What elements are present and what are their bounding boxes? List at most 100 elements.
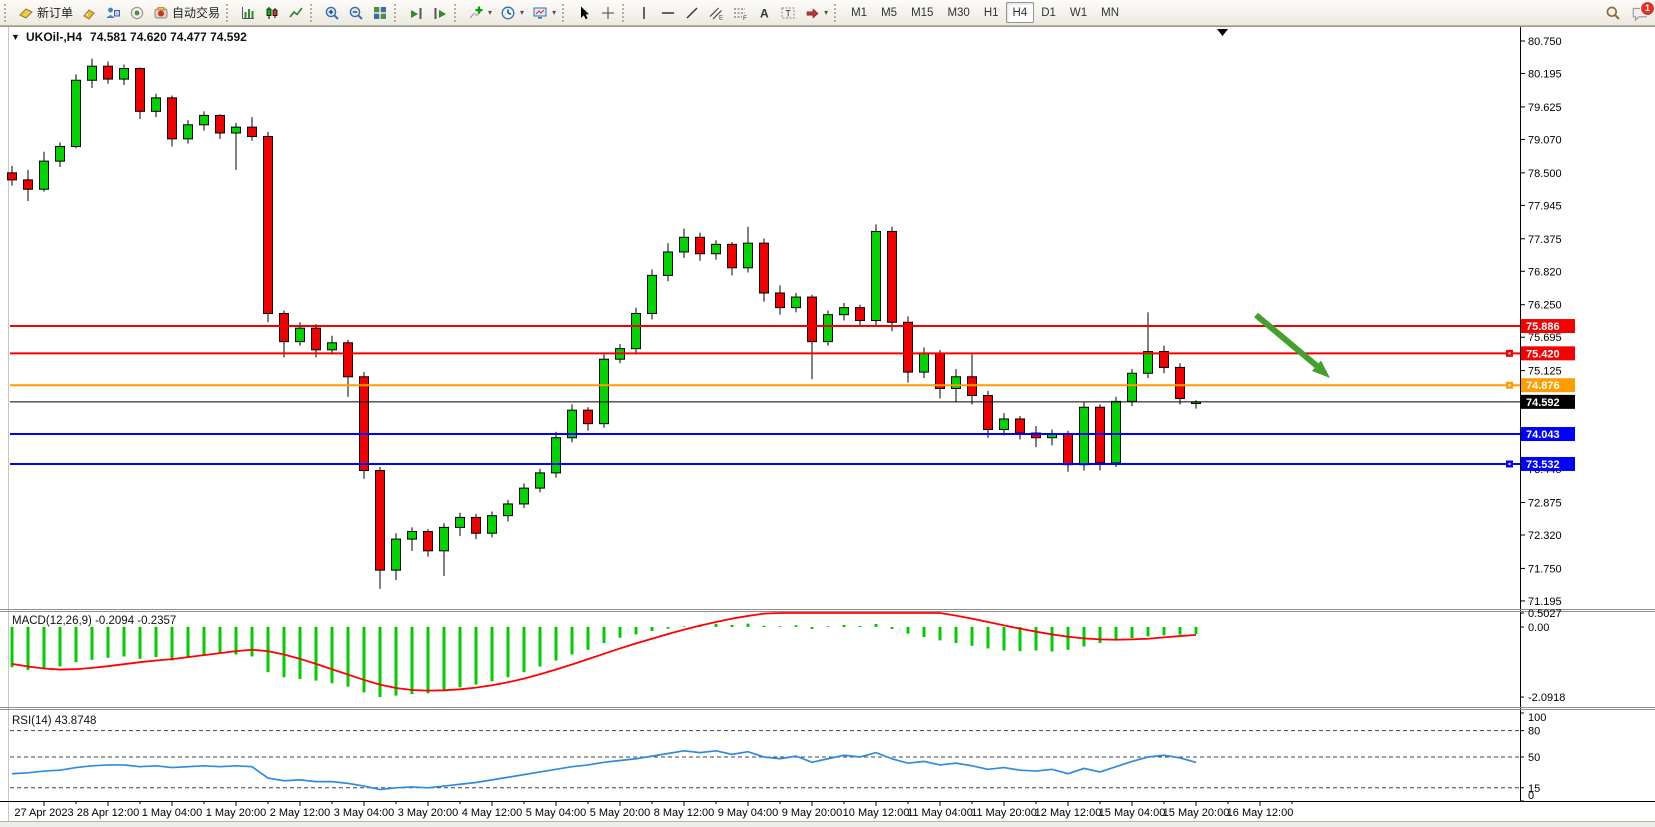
candle xyxy=(551,431,561,478)
line-chart-button[interactable] xyxy=(284,2,308,23)
candle xyxy=(119,64,129,85)
timeframe-m15-button[interactable]: M15 xyxy=(904,2,940,23)
templates-button[interactable]: ▾ xyxy=(528,2,560,23)
annotations-layer xyxy=(1254,312,1330,379)
candle-body xyxy=(119,68,129,80)
crosshair-tool-button[interactable] xyxy=(596,2,620,23)
candle xyxy=(503,499,513,522)
candle xyxy=(135,67,145,119)
toolbar-group: 新订单 自动交易 xyxy=(14,0,224,25)
candle-body xyxy=(39,160,49,190)
price-tag-label: 75.420 xyxy=(1526,348,1560,360)
auto-scroll-button[interactable] xyxy=(404,2,428,23)
trendline-tool-button[interactable] xyxy=(680,2,704,23)
button-label: M5 xyxy=(881,6,898,19)
candle xyxy=(871,224,881,326)
chevron-down-icon[interactable]: ▾ xyxy=(520,8,525,17)
candle xyxy=(375,467,385,589)
chart-canvas[interactable]: 80.750 80.195 79.625 79.070 78.500 77.945 77.3… xyxy=(0,27,1655,827)
signals-button[interactable] xyxy=(125,2,149,23)
indicators-button[interactable]: ▾ xyxy=(464,2,496,23)
new-order-button[interactable]: 新订单 xyxy=(14,2,77,23)
svg-text:T: T xyxy=(785,8,791,18)
candle xyxy=(439,523,449,577)
chevron-down-icon[interactable]: ▾ xyxy=(488,8,493,17)
chart-shift-marker[interactable] xyxy=(1217,29,1228,36)
candle xyxy=(1143,312,1153,378)
candle xyxy=(487,511,497,538)
candle xyxy=(519,483,529,509)
channel-tool-button[interactable]: E xyxy=(704,2,728,23)
text-tool-button[interactable]: A xyxy=(752,2,776,23)
price-tag: 74.876 xyxy=(1521,378,1575,393)
candle-body xyxy=(535,472,545,489)
cursor-icon xyxy=(576,5,592,21)
gold-tag-icon xyxy=(81,5,97,21)
candle-body xyxy=(775,292,785,309)
chevron-down-icon[interactable]: ▾ xyxy=(824,8,829,17)
tile-windows-icon xyxy=(372,5,388,21)
toolbar-group xyxy=(404,0,452,25)
candle-body xyxy=(583,409,593,425)
candle-body xyxy=(903,321,913,373)
trend-arrow-head[interactable] xyxy=(1312,360,1330,379)
candle xyxy=(1127,369,1137,407)
candle-body xyxy=(487,515,497,534)
price-tag-bg xyxy=(1521,394,1575,409)
chart-background xyxy=(0,27,1655,827)
chevron-down-icon[interactable]: ▾ xyxy=(552,8,557,17)
timeframe-h1-button[interactable]: H1 xyxy=(977,2,1006,23)
candle xyxy=(471,513,481,540)
search-icon[interactable] xyxy=(1605,5,1621,21)
tile-windows-button[interactable] xyxy=(368,2,392,23)
horizontal-line-tool-button[interactable] xyxy=(656,2,680,23)
macd-label: MACD(12,26,9) -0.2094 -0.2357 xyxy=(12,615,176,627)
symbol-dropdown-icon[interactable]: ▼ xyxy=(11,32,20,42)
candle xyxy=(791,292,801,313)
candle-body xyxy=(871,230,881,322)
candle-body xyxy=(263,136,273,314)
timeframe-m5-button[interactable]: M5 xyxy=(874,2,904,23)
chart-shift-button[interactable] xyxy=(428,2,452,23)
order-tag-button[interactable] xyxy=(77,2,101,23)
chart-bars-icon xyxy=(240,5,256,21)
candle xyxy=(359,372,369,479)
timeframe-h4-button[interactable]: H4 xyxy=(1005,2,1035,23)
text-label-tool-button[interactable]: T xyxy=(776,2,800,23)
notifications-button[interactable]: 1 xyxy=(1631,0,1655,22)
timeframe-w1-button[interactable]: W1 xyxy=(1063,2,1094,23)
price-tag: 73.532 xyxy=(1521,456,1575,471)
cursor-tool-button[interactable] xyxy=(572,2,596,23)
candlestick-chart-button[interactable] xyxy=(260,2,284,23)
candle xyxy=(1159,345,1169,374)
candle-body xyxy=(183,124,193,140)
candle-body xyxy=(935,352,945,389)
candle xyxy=(903,316,913,383)
timeframe-m1-button[interactable]: M1 xyxy=(844,2,874,23)
zoom-out-button[interactable] xyxy=(344,2,368,23)
metaeditor-icon xyxy=(105,5,121,21)
timeframe-d1-button[interactable]: D1 xyxy=(1034,2,1063,23)
timeframe-mn-button[interactable]: MN xyxy=(1094,2,1126,23)
candle xyxy=(167,95,177,147)
candle xyxy=(679,228,689,258)
periods-button[interactable]: ▾ xyxy=(496,2,528,23)
rsi-axis-label: 80 xyxy=(1528,726,1540,738)
vertical-line-tool-button[interactable] xyxy=(632,2,656,23)
time-label: 28 Apr 12:00 xyxy=(77,807,139,819)
zoom-in-button[interactable] xyxy=(320,2,344,23)
price-tag-bg xyxy=(1521,378,1575,393)
time-label: 10 May 12:00 xyxy=(843,807,910,819)
autotrading-button[interactable]: 自动交易 xyxy=(149,2,224,23)
candle-body xyxy=(1095,406,1105,464)
arrows-tool-button[interactable]: ▾ xyxy=(800,2,832,23)
hline-icon xyxy=(660,5,676,21)
trend-arrow-shaft[interactable] xyxy=(1254,312,1319,369)
fibonacci-tool-button[interactable]: F xyxy=(728,2,752,23)
candle xyxy=(567,404,577,443)
time-label: 4 May 12:00 xyxy=(462,807,523,819)
metaeditor-button[interactable] xyxy=(101,2,125,23)
timeframe-m30-button[interactable]: M30 xyxy=(940,2,976,23)
bar-chart-button[interactable] xyxy=(236,2,260,23)
price-tag: 74.592 xyxy=(1521,394,1575,409)
